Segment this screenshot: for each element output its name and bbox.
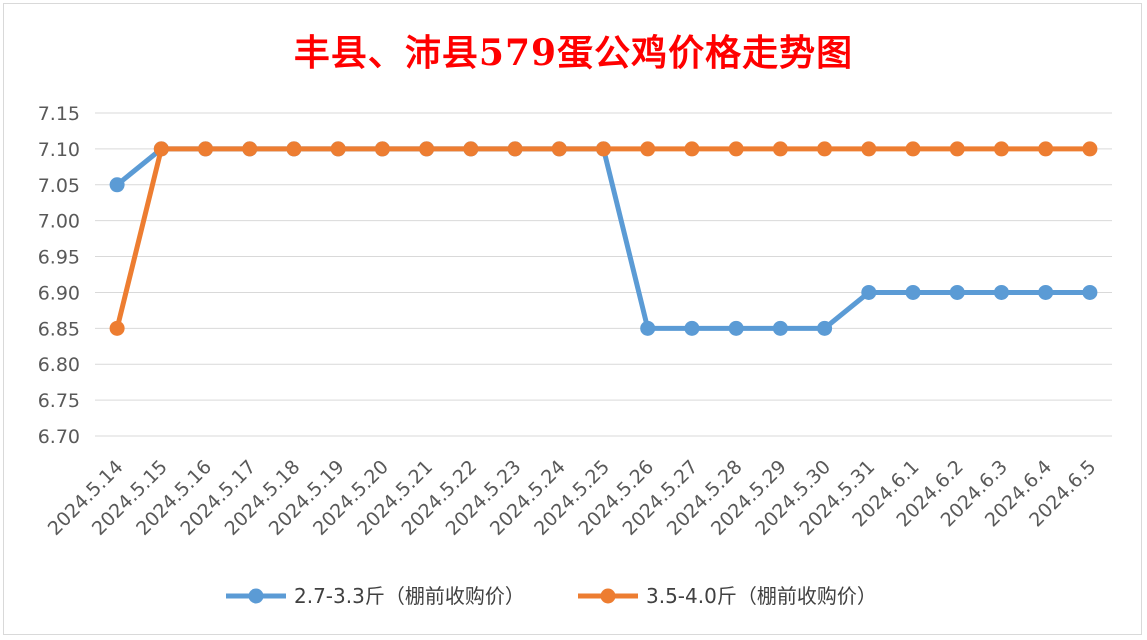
data-point [153, 141, 169, 157]
data-point [905, 141, 921, 157]
gridlines [95, 112, 1112, 437]
data-point [1082, 141, 1098, 157]
data-point [374, 141, 390, 157]
chart-title: 丰县、沛县579蛋公鸡价格走势图 [293, 32, 854, 74]
series-line [114, 146, 1093, 331]
series-2 [109, 141, 1098, 336]
data-point [817, 141, 833, 157]
data-point [949, 284, 965, 300]
data-point [507, 141, 523, 157]
data-point [861, 141, 877, 157]
data-point [728, 320, 744, 336]
y-tick-label: 7.10 [38, 139, 80, 161]
data-point [905, 284, 921, 300]
y-tick-label: 6.75 [38, 390, 80, 412]
legend-item: 2.7-3.3斤（棚前收购价） [226, 584, 525, 608]
data-point [109, 320, 125, 336]
y-tick-label: 7.00 [38, 211, 80, 233]
data-point [1038, 141, 1054, 157]
series-layer [109, 141, 1098, 336]
legend: 2.7-3.3斤（棚前收购价） 3.5-4.0斤（棚前收购价） [226, 584, 877, 608]
series-1 [109, 141, 1098, 336]
legend-label: 2.7-3.3斤（棚前收购价） [294, 584, 525, 608]
data-point [198, 141, 214, 157]
data-point [1038, 284, 1054, 300]
legend-marker [600, 588, 616, 604]
data-point [463, 141, 479, 157]
series-line [114, 146, 1093, 331]
legend-marker [248, 588, 264, 604]
y-tick-label: 7.05 [38, 175, 80, 197]
data-point [993, 141, 1009, 157]
data-point [109, 177, 125, 193]
x-axis: 2024.5.142024.5.152024.5.162024.5.172024… [44, 456, 1101, 540]
data-point [728, 141, 744, 157]
y-tick-label: 6.80 [38, 354, 80, 376]
data-point [1082, 284, 1098, 300]
data-point [640, 141, 656, 157]
data-point [330, 141, 346, 157]
data-point [684, 320, 700, 336]
data-point [596, 141, 611, 157]
y-tick-label: 7.15 [38, 103, 80, 125]
data-point [772, 320, 788, 336]
y-tick-label: 6.85 [38, 318, 80, 340]
y-tick-label: 6.95 [38, 247, 80, 269]
data-point [817, 320, 833, 336]
chart-frame [3, 3, 1142, 635]
legend-item: 3.5-4.0斤（棚前收购价） [578, 584, 877, 608]
y-tick-label: 6.90 [38, 282, 80, 304]
y-tick-label: 6.70 [38, 426, 80, 448]
data-point [640, 320, 656, 336]
data-point [861, 284, 877, 300]
y-axis: 7.15 7.10 7.05 7.00 6.95 6.90 6.85 6.80 6.75 6.70 [38, 103, 80, 448]
data-point [993, 284, 1009, 300]
data-point [551, 141, 567, 157]
data-point [684, 141, 700, 157]
data-point [286, 141, 302, 157]
legend-label: 3.5-4.0斤（棚前收购价） [646, 584, 877, 608]
data-point [772, 141, 788, 157]
data-point [242, 141, 258, 157]
data-point [949, 141, 965, 157]
data-point [419, 141, 435, 157]
